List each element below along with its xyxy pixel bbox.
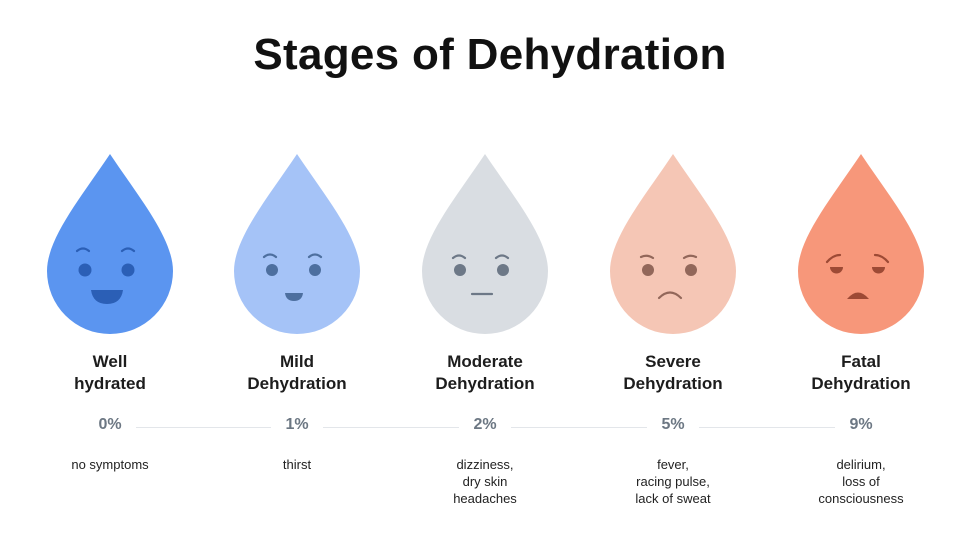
content-face-icon [262, 253, 323, 301]
neutral-face-icon [451, 254, 510, 296]
distressed-drop-icon [798, 154, 924, 334]
stage-symptoms: delirium, loss of consciousness [818, 457, 904, 506]
stage-symptoms: no symptoms [71, 457, 149, 472]
sad-drop-icon [610, 154, 736, 334]
drop-shape [47, 154, 173, 334]
page-title: Stages of Dehydration [253, 30, 727, 79]
stage-percent: 9% [835, 414, 887, 436]
stage-symptoms: dizziness, dry skin headaches [453, 457, 517, 506]
content-drop-icon [234, 154, 360, 334]
stage-percent: 0% [84, 414, 136, 436]
drop-shape [798, 154, 924, 334]
sad-face-icon [639, 254, 698, 300]
stage-name: Mild Dehydration [247, 352, 347, 393]
stage-well-hydrated: Well hydrated 0% no symptoms [25, 150, 195, 473]
stage-fatal-dehydration: Fatal Dehydration 9% delirium, loss of c… [776, 150, 946, 507]
stage-mild-dehydration: Mild Dehydration 1% thirst [212, 150, 382, 473]
stage-name: Moderate Dehydration [435, 352, 535, 393]
stage-symptoms: fever, racing pulse, lack of sweat [635, 457, 711, 506]
stage-percent: 2% [459, 414, 511, 436]
stage-moderate-dehydration: Moderate Dehydration 2% dizziness, dry s… [400, 150, 570, 507]
stage-percent: 5% [647, 414, 699, 436]
stage-name: Fatal Dehydration [811, 352, 911, 393]
stage-percent: 1% [271, 414, 323, 436]
drop-shape [422, 154, 548, 334]
stage-severe-dehydration: Severe Dehydration 5% fever, racing puls… [588, 150, 758, 507]
stage-symptoms: thirst [282, 457, 312, 472]
distressed-face-icon [825, 253, 890, 299]
happy-drop-icon [47, 154, 173, 334]
drop-shape [234, 154, 360, 334]
happy-face-icon [75, 247, 136, 304]
neutral-drop-icon [422, 154, 548, 334]
stage-name: Severe Dehydration [623, 352, 723, 393]
drop-shape [610, 154, 736, 334]
stage-name: Well hydrated [74, 352, 146, 393]
